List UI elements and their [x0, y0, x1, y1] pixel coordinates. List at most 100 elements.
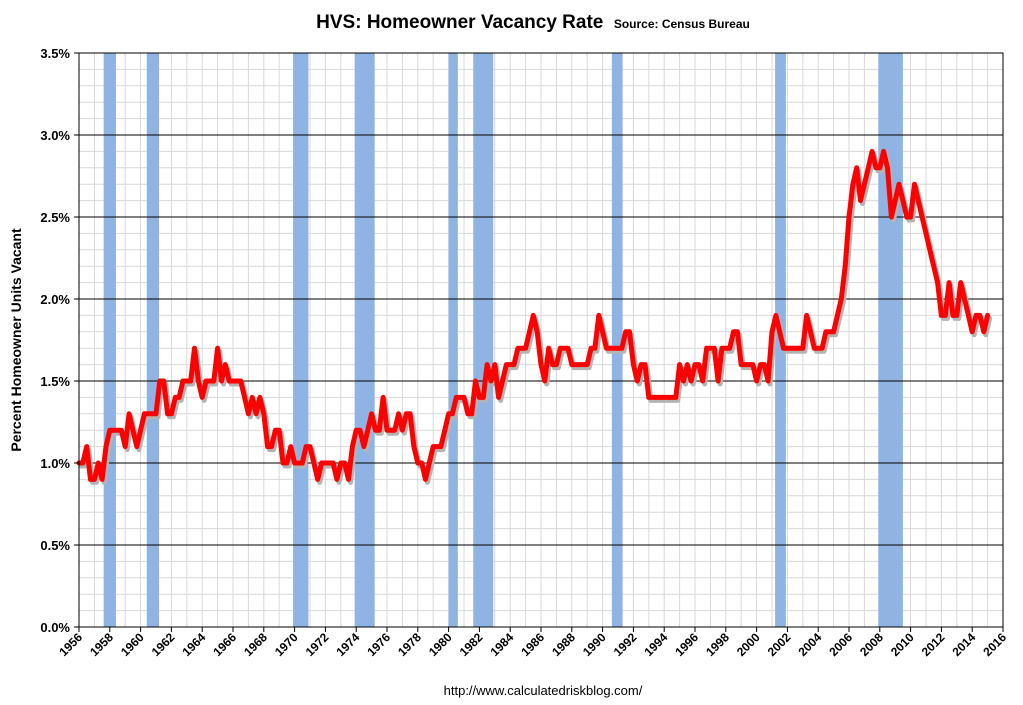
data-point: [371, 413, 373, 415]
data-point: [829, 331, 831, 333]
data-point: [351, 446, 353, 448]
data-point: [717, 380, 719, 382]
y-tick-label: 0.5%: [40, 538, 70, 553]
data-point: [193, 347, 196, 349]
data-point: [952, 314, 954, 316]
data-point: [594, 347, 596, 349]
x-tick-label: 1998: [703, 630, 732, 659]
data-point: [644, 364, 646, 366]
x-tick-label: 1994: [642, 630, 671, 659]
data-point: [910, 216, 912, 218]
data-point: [89, 478, 92, 480]
data-point: [794, 347, 796, 349]
data-point: [963, 298, 966, 300]
data-point: [655, 396, 658, 398]
data-point: [759, 364, 762, 366]
data-point: [486, 364, 488, 366]
x-tick-label: 2010: [888, 630, 917, 659]
data-point: [378, 429, 380, 431]
data-point: [405, 413, 407, 415]
data-point: [752, 364, 754, 366]
x-tick-label: 1978: [395, 630, 424, 659]
data-point: [890, 216, 892, 218]
data-point: [613, 347, 615, 349]
data-point: [659, 396, 661, 398]
data-point: [93, 478, 95, 480]
data-point: [551, 364, 554, 366]
data-point: [428, 462, 430, 464]
data-point: [182, 380, 184, 382]
recession-band: [473, 53, 494, 627]
data-point: [240, 380, 242, 382]
data-point: [532, 314, 534, 316]
data-point: [798, 347, 800, 349]
data-point: [132, 429, 134, 431]
data-point: [721, 347, 723, 349]
data-point: [844, 265, 846, 267]
data-point: [136, 446, 138, 448]
data-point: [817, 347, 819, 349]
data-point: [259, 396, 261, 398]
data-point: [228, 380, 230, 382]
data-point: [582, 364, 584, 366]
data-point: [698, 364, 700, 366]
data-point: [933, 265, 935, 267]
data-point: [621, 347, 623, 349]
data-point: [163, 380, 165, 382]
data-point: [821, 347, 823, 349]
data-point: [767, 380, 769, 382]
data-point: [217, 347, 219, 349]
x-tick-label: 1992: [611, 630, 640, 659]
data-point: [455, 396, 457, 398]
data-point: [987, 314, 989, 316]
data-point: [786, 347, 789, 349]
data-point: [775, 314, 777, 316]
x-tick-label: 2014: [950, 630, 979, 659]
data-point: [367, 429, 369, 431]
data-point: [332, 462, 334, 464]
data-point: [571, 364, 573, 366]
data-point: [894, 200, 896, 202]
data-point: [590, 347, 592, 349]
data-point: [679, 364, 681, 366]
data-point: [251, 396, 253, 398]
y-axis-label: Percent Homeowner Units Vacant: [8, 228, 24, 452]
data-point: [725, 347, 727, 349]
data-point: [983, 331, 985, 333]
data-point: [151, 413, 153, 415]
data-point: [190, 380, 192, 382]
data-point: [363, 446, 365, 448]
data-point: [732, 331, 735, 333]
data-point: [856, 167, 858, 169]
data-point: [636, 380, 638, 382]
data-point: [563, 347, 565, 349]
data-point: [748, 364, 750, 366]
data-point: [617, 347, 619, 349]
data-point: [925, 232, 927, 234]
data-point: [424, 478, 427, 480]
data-point: [852, 183, 854, 185]
recession-band: [293, 53, 309, 627]
data-point: [940, 314, 943, 316]
data-point: [124, 446, 126, 448]
data-point: [336, 478, 338, 480]
data-point: [471, 413, 473, 415]
data-point: [836, 314, 839, 316]
data-point: [143, 413, 146, 415]
data-point: [702, 380, 704, 382]
data-point: [771, 331, 773, 333]
recession-band: [448, 53, 458, 627]
x-tick-label: 1964: [180, 630, 209, 659]
data-point: [675, 396, 677, 398]
chart-title-line: HVS: Homeowner Vacancy Rate Source: Cens…: [316, 12, 750, 33]
data-point: [478, 396, 480, 398]
data-point: [109, 429, 111, 431]
x-tick-label: 2006: [826, 630, 855, 659]
data-point: [413, 446, 415, 448]
data-point: [705, 347, 708, 349]
data-point: [205, 380, 207, 382]
data-point: [382, 396, 384, 398]
recession-band: [611, 53, 623, 627]
x-tick-label: 1982: [457, 630, 486, 659]
